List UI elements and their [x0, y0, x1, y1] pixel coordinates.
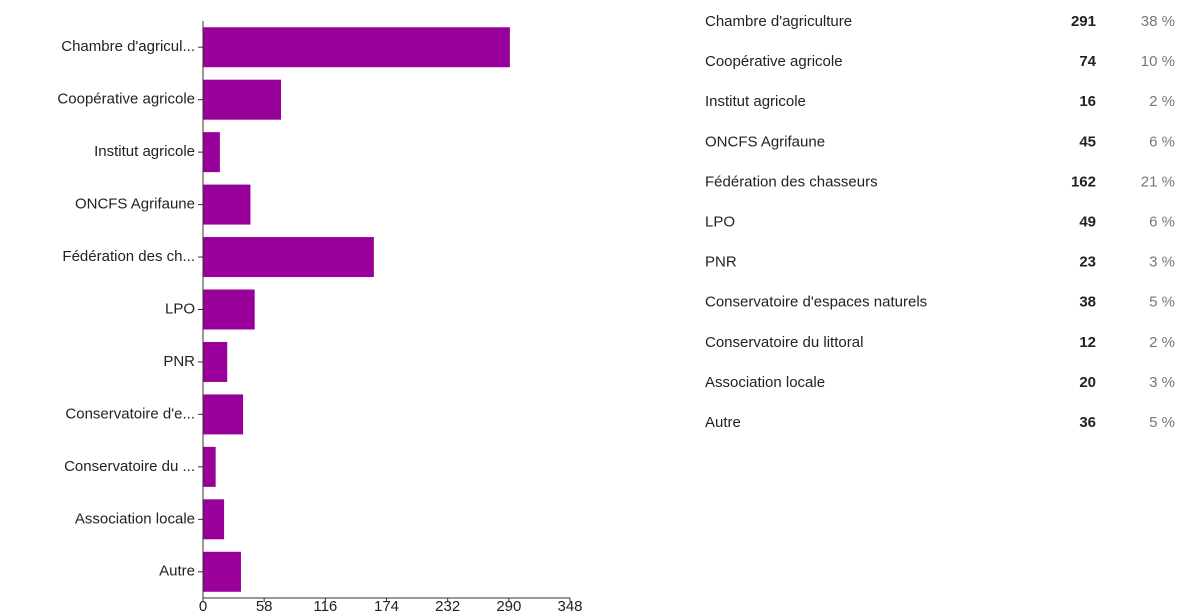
y-tick-label: Association locale	[75, 510, 195, 527]
row-percent: 6 %	[1149, 213, 1175, 230]
row-count: 16	[1079, 93, 1096, 110]
x-tick-label: 290	[496, 598, 521, 611]
row-count: 45	[1079, 133, 1096, 150]
row-label: Conservatoire du littoral	[705, 334, 863, 351]
row-label: LPO	[705, 213, 735, 230]
bar	[203, 446, 216, 487]
row-count: 20	[1079, 374, 1096, 391]
row-count: 23	[1079, 254, 1096, 271]
bar	[203, 237, 374, 278]
row-count: 38	[1079, 294, 1096, 311]
row-label: Fédération des chasseurs	[705, 173, 878, 190]
bar	[203, 499, 225, 540]
y-tick-label: PNR	[163, 353, 195, 370]
bar	[203, 79, 282, 120]
x-tick-label: 232	[435, 598, 460, 611]
row-percent: 21 %	[1141, 173, 1175, 190]
x-tick-label: 348	[557, 598, 582, 611]
row-label: Conservatoire d'espaces naturels	[705, 294, 927, 311]
row-label: Coopérative agricole	[705, 53, 843, 70]
row-percent: 2 %	[1149, 93, 1175, 110]
bar	[203, 132, 220, 173]
row-percent: 6 %	[1149, 133, 1175, 150]
bar	[203, 551, 241, 592]
bar	[203, 341, 228, 382]
row-label: Chambre d'agriculture	[705, 13, 852, 30]
bar	[203, 184, 251, 225]
y-tick-label: ONCFS Agrifaune	[75, 196, 195, 213]
y-tick-label: Institut agricole	[94, 143, 195, 160]
row-count: 36	[1079, 414, 1096, 431]
bar	[203, 394, 244, 435]
row-label: Autre	[705, 414, 741, 431]
y-tick-label: Autre	[159, 563, 195, 580]
y-tick-label: Chambre d'agricul...	[61, 38, 195, 55]
row-label: Association locale	[705, 374, 825, 391]
row-count: 291	[1071, 13, 1096, 30]
row-percent: 5 %	[1149, 414, 1175, 431]
x-tick-label: 58	[256, 598, 273, 611]
bar	[203, 289, 255, 330]
row-percent: 5 %	[1149, 294, 1175, 311]
bar	[203, 27, 510, 68]
row-count: 74	[1079, 53, 1096, 70]
row-percent: 10 %	[1141, 53, 1175, 70]
row-label: ONCFS Agrifaune	[705, 133, 825, 150]
y-tick-label: Coopérative agricole	[57, 91, 195, 108]
row-label: Institut agricole	[705, 93, 806, 110]
y-tick-label: Conservatoire du ...	[64, 458, 195, 475]
row-count: 162	[1071, 173, 1096, 190]
y-tick-label: Conservatoire d'e...	[65, 405, 195, 422]
x-tick-label: 0	[199, 598, 207, 611]
row-percent: 3 %	[1149, 254, 1175, 271]
x-tick-label: 116	[313, 598, 337, 611]
row-label: PNR	[705, 254, 737, 271]
row-count: 12	[1079, 334, 1096, 351]
row-count: 49	[1079, 213, 1096, 230]
y-tick-label: LPO	[165, 300, 195, 317]
x-tick-label: 174	[374, 598, 399, 611]
row-percent: 3 %	[1149, 374, 1175, 391]
y-tick-label: Fédération des ch...	[62, 248, 195, 265]
row-percent: 38 %	[1141, 13, 1175, 30]
row-percent: 2 %	[1149, 334, 1175, 351]
